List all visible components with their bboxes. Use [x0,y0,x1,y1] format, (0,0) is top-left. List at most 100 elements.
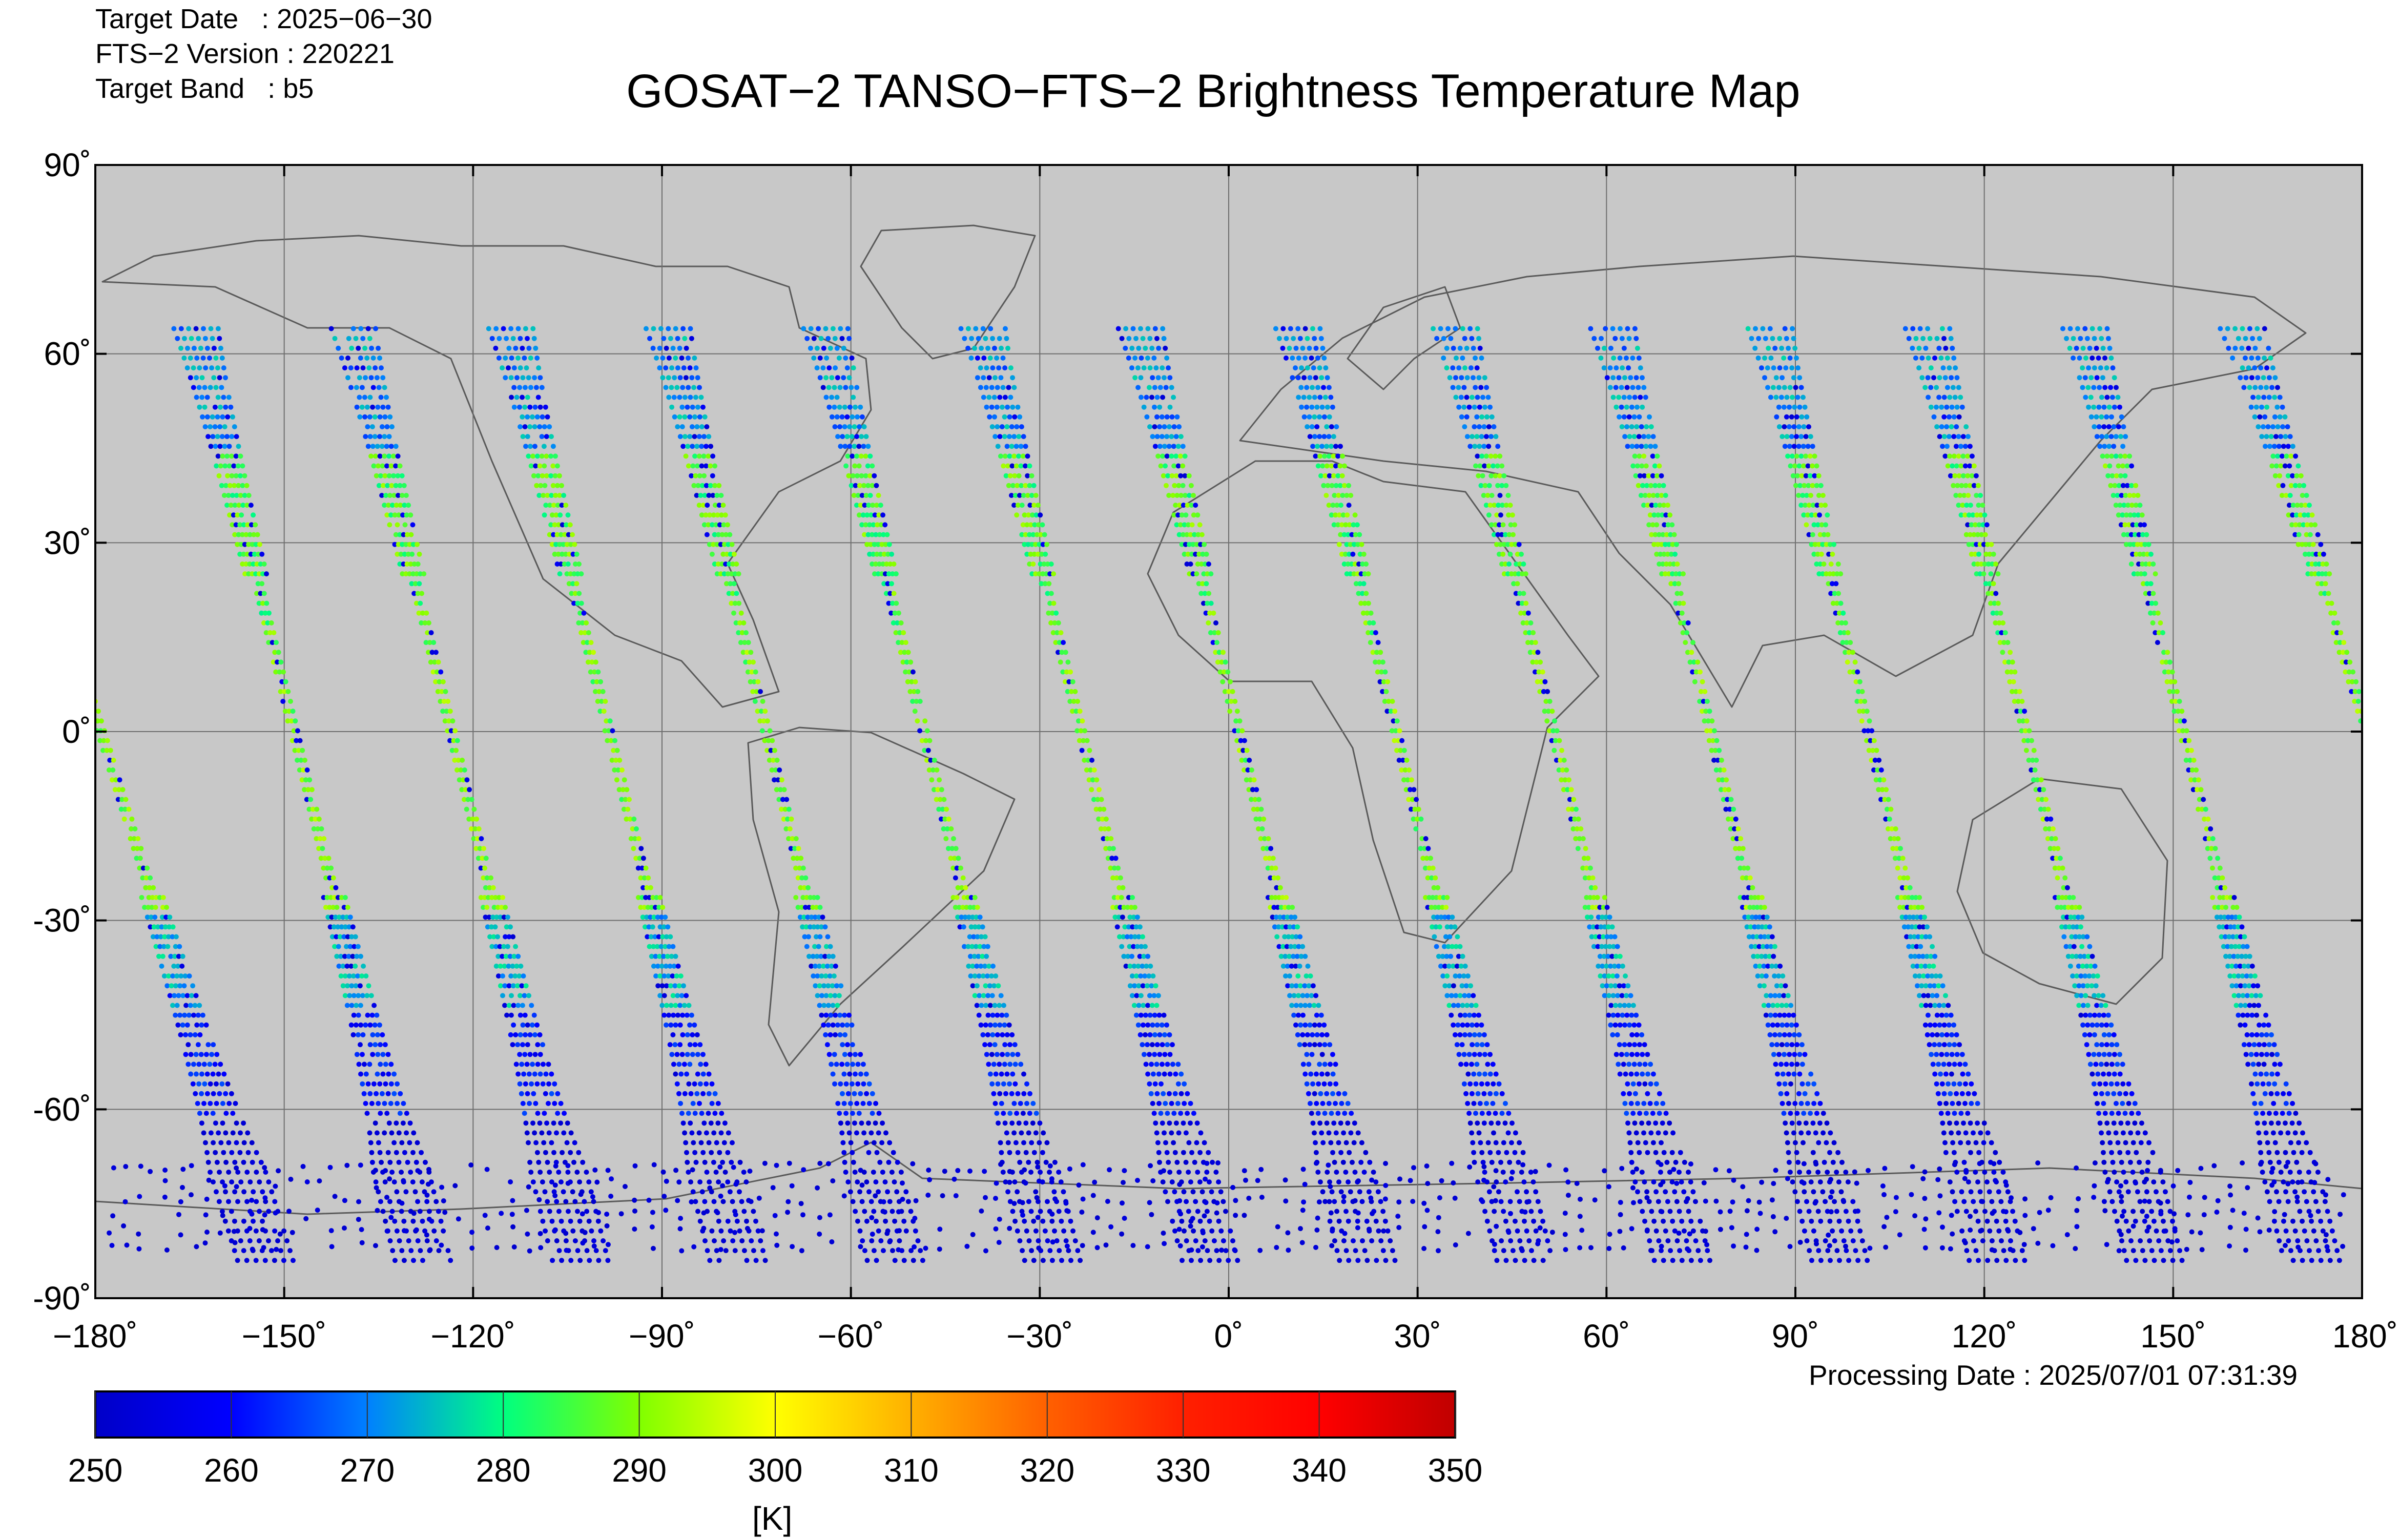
observation-point [1498,1159,1503,1165]
observation-point [2063,894,2069,900]
observation-point [1162,375,1167,381]
observation-point [728,1228,733,1234]
observation-point [878,503,883,508]
observation-point [1293,365,1298,371]
observation-point [1368,640,1373,646]
observation-point [1642,1218,1647,1224]
observation-point [1595,345,1600,351]
observation-point [1029,473,1035,478]
observation-point [1352,1120,1357,1126]
observation-point [2016,699,2021,704]
observation-point [1160,394,1166,400]
observation-point [602,728,608,734]
observation-point [2086,973,2092,979]
observation-point [1934,404,1939,410]
observation-point [1681,571,1686,577]
observation-point [990,365,996,371]
observation-point [2020,718,2026,724]
observation-point [1796,424,1802,429]
observation-point [1029,542,1035,547]
observation-point [1561,787,1566,793]
observation-point [1801,512,1807,518]
observation-point [709,1189,714,1195]
observation-point [1786,1071,1791,1077]
observation-point [1608,963,1613,969]
observation-point [1290,375,1295,381]
observation-point [832,424,838,429]
observation-point [1784,1003,1789,1008]
observation-point [1335,473,1341,478]
observation-point [689,1012,694,1018]
observation-point [1843,650,1848,655]
observation-point [1482,404,1487,410]
observation-point [987,1022,993,1028]
observation-point [1695,659,1701,665]
observation-point [1322,1199,1328,1204]
observation-point [1764,944,1770,949]
observation-point [1642,473,1647,478]
observation-point [871,522,876,528]
observation-point [1418,846,1423,851]
observation-point [557,542,563,547]
observation-point [777,767,782,773]
observation-point [1968,1189,1974,1195]
observation-point [1628,375,1633,381]
observation-point [1595,924,1600,930]
observation-point [799,905,804,910]
observation-point [997,1022,1003,1028]
observation-point [1645,1071,1650,1077]
observation-point [1798,1130,1804,1136]
observation-point [1799,1042,1805,1048]
observation-point [1296,355,1301,361]
observation-point [1015,1228,1020,1234]
observation-point [1785,453,1791,459]
observation-point [1490,1100,1496,1106]
observation-point [725,571,731,577]
observation-point [1918,963,1924,969]
observation-point [964,905,969,910]
observation-point [2093,983,2099,989]
observation-point [1804,522,1809,528]
observation-point [1394,718,1400,724]
observation-point [1937,434,1942,440]
observation-point [1411,787,1417,793]
observation-point [695,483,701,488]
observation-point [1376,659,1382,665]
observation-point [1779,345,1785,351]
observation-point [1761,1003,1767,1008]
observation-point [1163,1100,1168,1106]
observation-point [1861,728,1867,734]
observation-point [686,1081,692,1087]
observation-point [1430,924,1435,930]
observation-point [1513,1130,1518,1136]
observation-point [1531,1258,1537,1263]
observation-point [674,385,680,390]
observation-point [1921,973,1927,979]
observation-point [1324,463,1330,469]
observation-point [814,905,819,910]
observation-point [2091,973,2096,979]
observation-point [866,1150,872,1155]
observation-point [1154,1022,1160,1028]
observation-point [1530,630,1536,635]
observation-point [1947,434,1952,440]
observation-point [1585,914,1590,920]
observation-point [844,414,850,420]
observation-point [1816,473,1822,478]
observation-point [1676,581,1682,587]
observation-point [939,816,944,822]
observation-point [1443,905,1449,910]
observation-point [1812,542,1818,547]
observation-point [1392,1258,1398,1263]
observation-point [1049,1218,1055,1224]
observation-point [1830,551,1835,557]
observation-point [1215,659,1220,665]
observation-point [978,365,983,371]
observation-point [1169,414,1175,420]
observation-point [1007,1199,1013,1204]
observation-point [1132,355,1138,361]
observation-point [838,444,843,449]
observation-point [1953,493,1959,498]
observation-point [1015,1052,1021,1057]
observation-point [830,1022,836,1028]
